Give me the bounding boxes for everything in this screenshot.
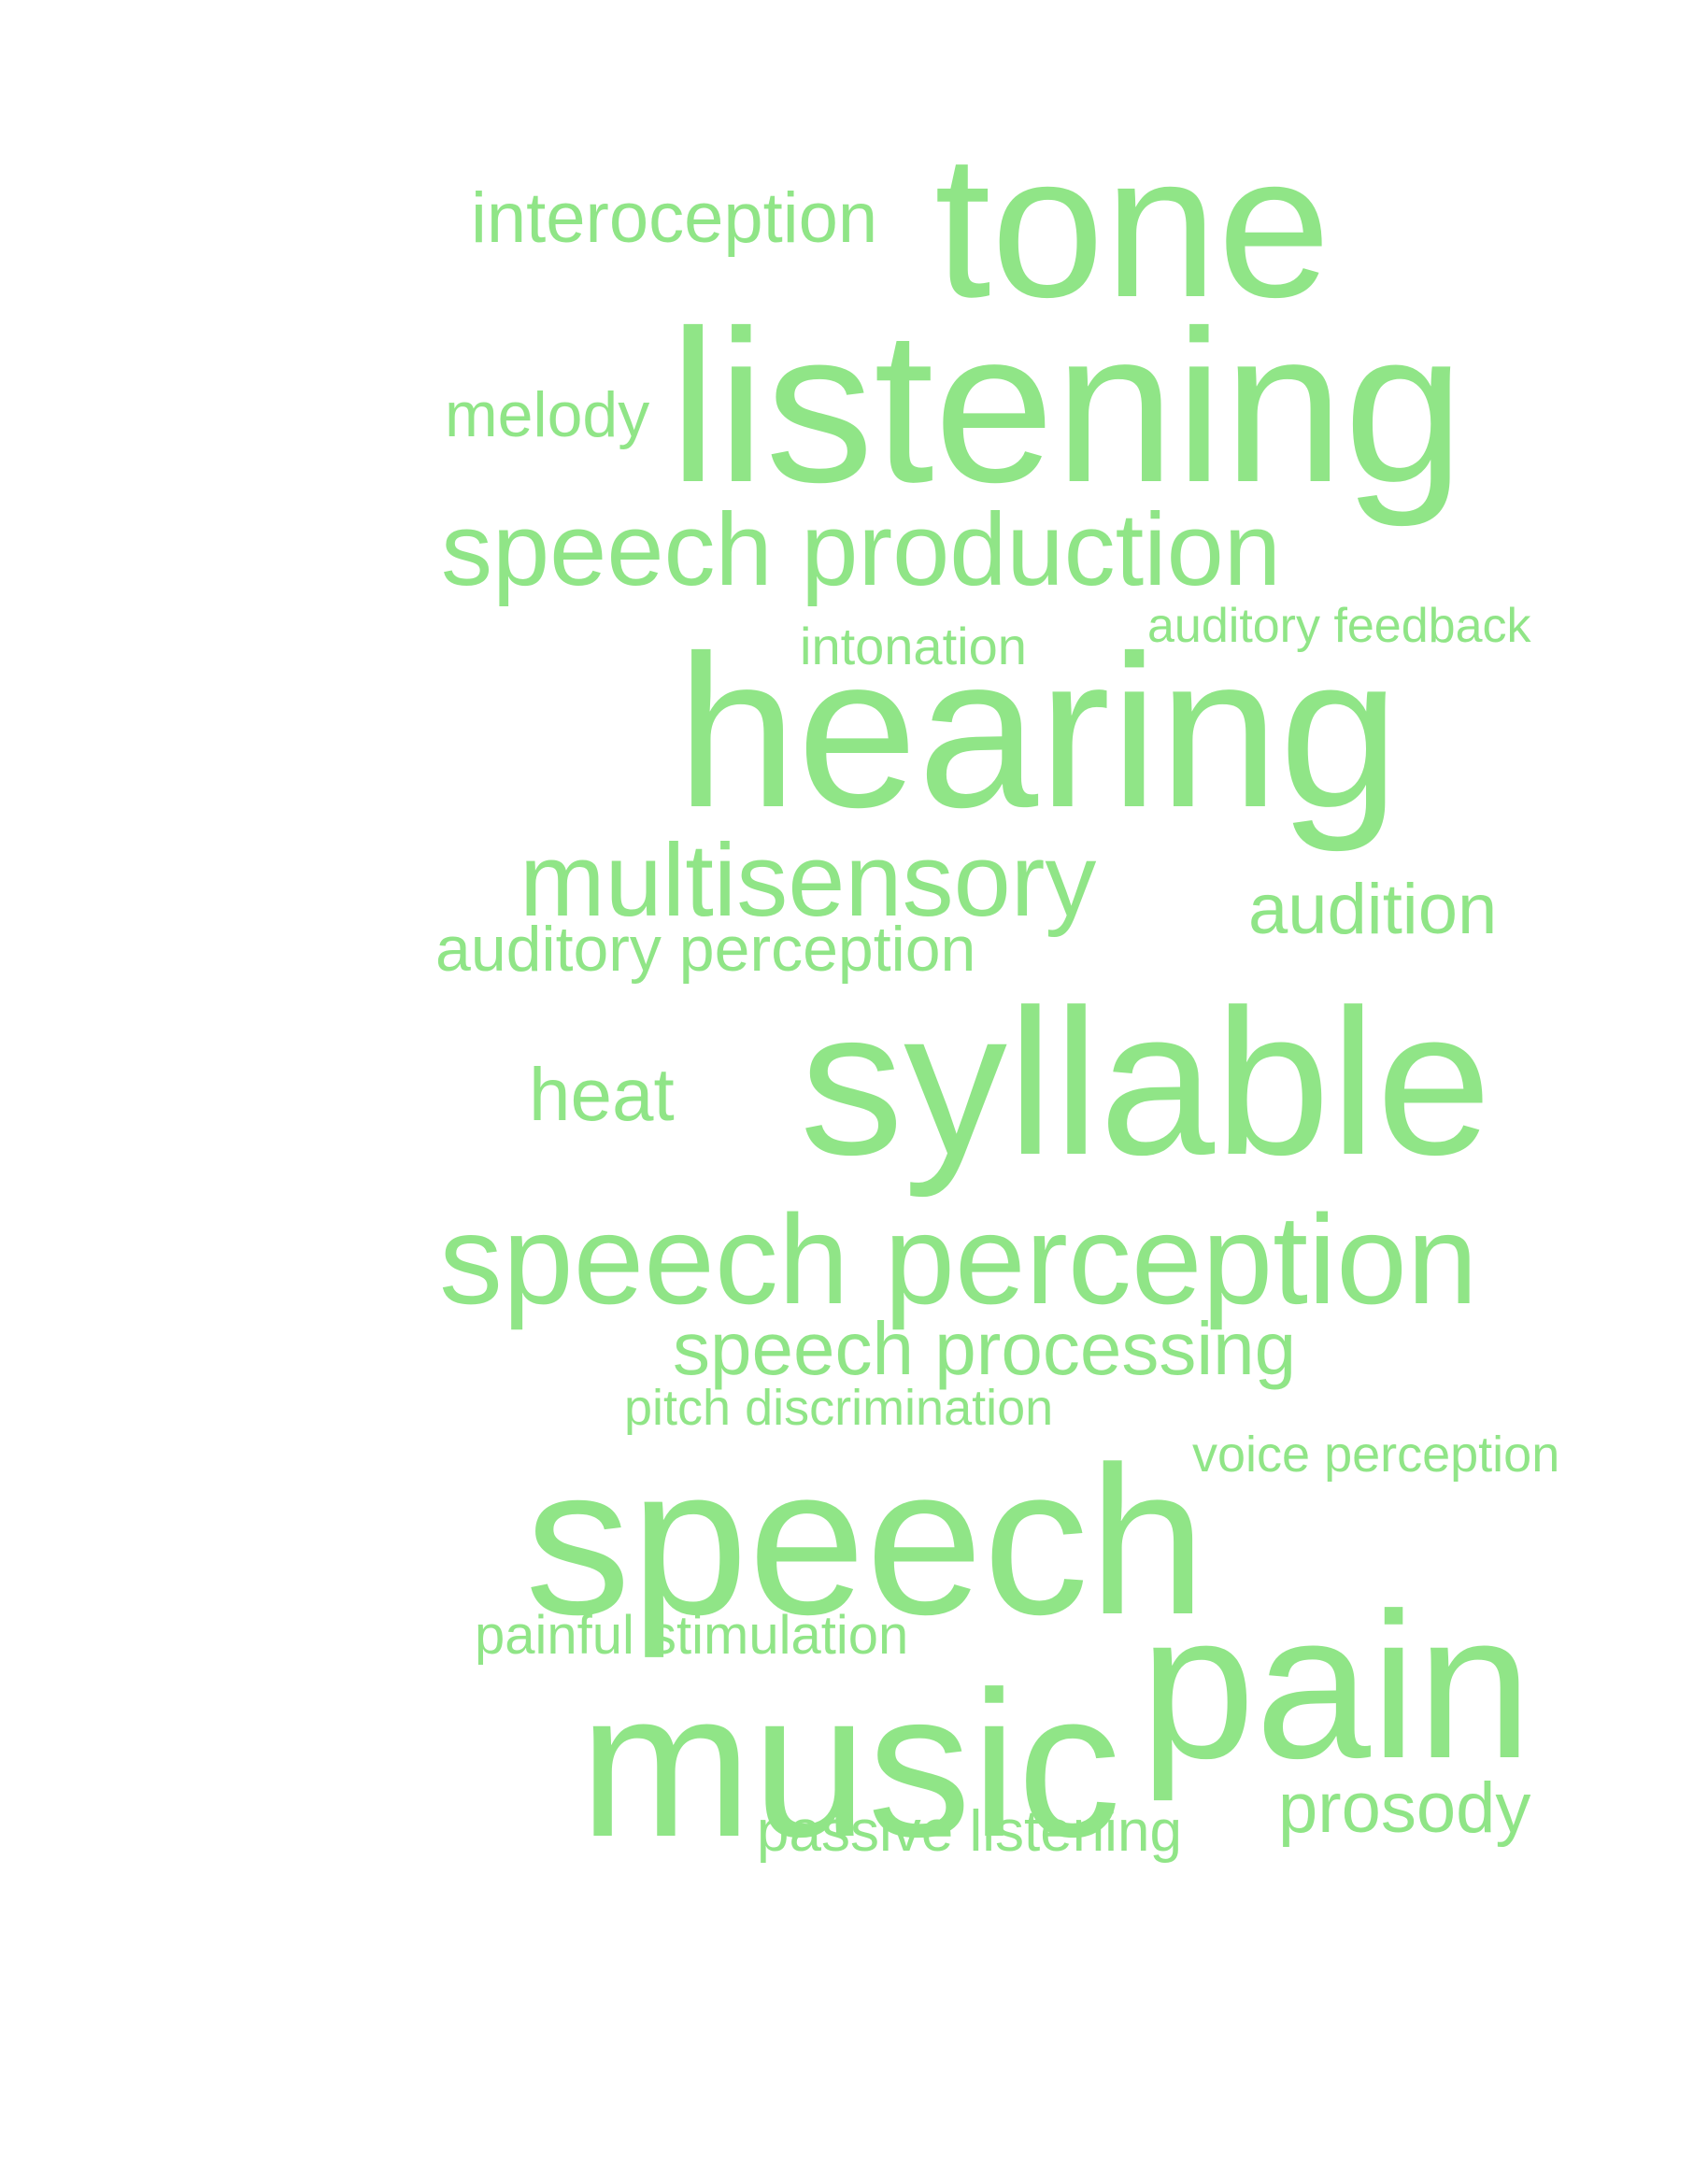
word: speech perception xyxy=(439,1188,1478,1330)
word: listening xyxy=(669,286,1465,528)
word: melody xyxy=(445,379,650,450)
word: voice perception xyxy=(1192,1427,1560,1483)
word: intonation xyxy=(800,617,1027,675)
word: heat xyxy=(529,1053,675,1136)
word: hearing xyxy=(676,611,1400,853)
word: painful stimulation xyxy=(475,1605,909,1666)
word: speech production xyxy=(441,492,1281,607)
word: speech xyxy=(525,1422,1206,1658)
word: pitch discrimination xyxy=(624,1380,1054,1436)
word: interoception xyxy=(471,178,878,258)
word: tone xyxy=(934,113,1331,340)
word: audition xyxy=(1248,870,1498,949)
word: speech processing xyxy=(673,1307,1297,1390)
word: auditory perception xyxy=(435,914,976,985)
word: auditory feedback xyxy=(1147,599,1531,653)
word: passive listening xyxy=(757,1799,1182,1864)
word: pain xyxy=(1140,1570,1532,1802)
word: syllable xyxy=(800,967,1492,1199)
word: prosody xyxy=(1278,1768,1531,1848)
word: multisensory xyxy=(520,823,1097,938)
word: music xyxy=(579,1649,1121,1881)
